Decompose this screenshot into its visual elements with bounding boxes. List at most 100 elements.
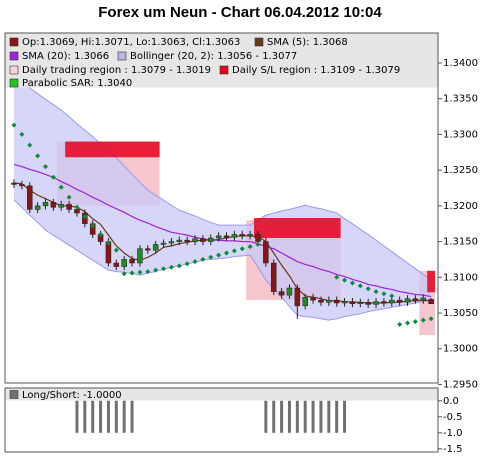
long-short-bar bbox=[272, 400, 276, 433]
legend-label: SMA (20): 1.3066 bbox=[22, 51, 109, 62]
candle-body bbox=[113, 262, 120, 267]
sar-point bbox=[200, 256, 206, 262]
long-short-bar bbox=[311, 400, 315, 433]
sl-region bbox=[254, 218, 341, 238]
y-tick-label: 1.3150 bbox=[443, 237, 478, 248]
candle-body bbox=[176, 239, 183, 242]
candle-body bbox=[333, 299, 340, 304]
legend-label: Parabolic SAR: 1.3040 bbox=[22, 78, 132, 89]
sar-point bbox=[357, 283, 363, 289]
candle-body bbox=[357, 302, 364, 304]
sar-point bbox=[420, 317, 426, 323]
candle-body bbox=[326, 299, 332, 303]
candle-body bbox=[26, 185, 33, 210]
sar-point bbox=[11, 122, 17, 128]
candle-body bbox=[34, 205, 41, 210]
sar-point bbox=[35, 153, 41, 159]
sar-point bbox=[90, 223, 96, 229]
candle-body bbox=[247, 234, 253, 237]
long-short-bar bbox=[83, 400, 87, 433]
candle-body bbox=[42, 202, 49, 207]
legend-box bbox=[5, 33, 438, 88]
sar-point bbox=[82, 214, 88, 220]
legend-swatch bbox=[9, 65, 19, 75]
candle-body bbox=[11, 182, 17, 185]
long-short-bar bbox=[130, 400, 134, 433]
chart-title: Forex um Neun - Chart 06.04.2012 10:04 bbox=[98, 4, 382, 21]
overlay: 1.3400 1.3350 1.3300 1.3250 1.3200 1.3150 1.31… bbox=[5, 33, 478, 455]
candle-body bbox=[58, 204, 64, 208]
y-tick-label: 1.3250 bbox=[443, 165, 478, 176]
sar-point bbox=[342, 277, 348, 283]
sar-point bbox=[168, 264, 174, 270]
sar-point bbox=[247, 244, 253, 250]
sar-point bbox=[121, 271, 127, 277]
candle-body bbox=[278, 291, 285, 296]
sar-point bbox=[74, 204, 80, 210]
legend-label: Op:1.3069, Hi:1.3071, Lo:1.3063, Cl:1.30… bbox=[22, 37, 240, 48]
legend-label: Long/Short: -1.0000 bbox=[22, 390, 122, 401]
candle-body bbox=[168, 241, 175, 244]
sar-point bbox=[192, 259, 198, 265]
long-short-bar bbox=[75, 400, 79, 433]
sar-point bbox=[255, 241, 261, 247]
long-short-bar bbox=[91, 400, 95, 433]
candle-body bbox=[286, 287, 293, 296]
bollinger-upper bbox=[13, 76, 432, 281]
candle-body bbox=[302, 297, 308, 307]
long-short-bar bbox=[99, 400, 103, 433]
legend-swatch bbox=[9, 390, 19, 399]
candle-body bbox=[215, 235, 222, 239]
sar-point bbox=[145, 269, 151, 275]
sar-point bbox=[66, 194, 72, 200]
legend-box bbox=[5, 388, 438, 401]
sar-point bbox=[184, 261, 190, 267]
candle-body bbox=[208, 237, 214, 242]
sar-point bbox=[58, 184, 64, 190]
sar-point bbox=[176, 263, 182, 269]
sar-point bbox=[224, 250, 229, 256]
sar-point bbox=[153, 267, 159, 273]
candle-body bbox=[381, 301, 387, 304]
candle-body bbox=[160, 242, 167, 245]
sar-point bbox=[19, 131, 25, 137]
sma-line bbox=[13, 163, 432, 298]
candle-body bbox=[129, 259, 135, 264]
sar-point bbox=[105, 240, 111, 246]
candle-body bbox=[420, 297, 427, 301]
sl-region bbox=[65, 141, 160, 158]
candle-body bbox=[255, 234, 261, 242]
sar-point bbox=[239, 246, 245, 252]
candle-body bbox=[404, 298, 411, 303]
sar-point bbox=[113, 247, 119, 253]
candle-body bbox=[223, 235, 230, 238]
sar-point bbox=[216, 252, 222, 258]
candle-body bbox=[412, 298, 419, 301]
main-plot bbox=[11, 76, 436, 336]
long-short-bar bbox=[335, 400, 339, 433]
long-short-bar bbox=[106, 400, 110, 433]
legend-swatch bbox=[219, 65, 229, 75]
sar-point bbox=[208, 254, 214, 260]
candle-body bbox=[137, 248, 143, 264]
sar-point bbox=[412, 319, 418, 325]
candle-body bbox=[341, 301, 348, 304]
legend-swatch bbox=[9, 78, 19, 88]
candle-body bbox=[310, 297, 316, 301]
candle-body bbox=[66, 204, 72, 210]
long-short-bar bbox=[280, 400, 284, 433]
sar-point bbox=[231, 248, 237, 254]
y-tick-label: 1.3050 bbox=[443, 308, 478, 319]
sar-point bbox=[397, 321, 403, 327]
candle-body bbox=[74, 209, 80, 214]
sar-point bbox=[129, 270, 135, 276]
sar-point bbox=[98, 231, 104, 237]
bollinger-lower bbox=[13, 199, 432, 321]
y-tick-label: -1.0 bbox=[443, 428, 463, 439]
legend-swatch bbox=[254, 37, 264, 47]
y-tick-label: 0.0 bbox=[443, 396, 459, 407]
y-tick-label: 1.3000 bbox=[443, 344, 478, 355]
y-tick-label: 1.3100 bbox=[443, 272, 478, 283]
sar-point bbox=[334, 274, 340, 280]
sar-point bbox=[42, 164, 48, 170]
